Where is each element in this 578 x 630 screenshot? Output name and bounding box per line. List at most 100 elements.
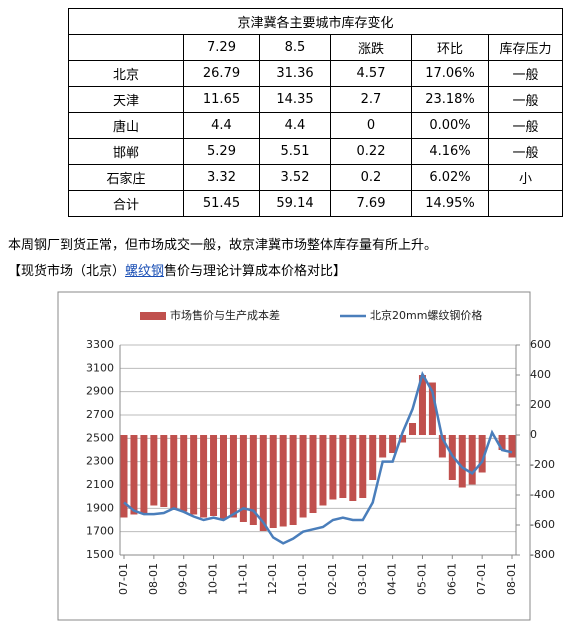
x-tick-label: 06-01 (445, 563, 458, 595)
x-tick-label: 03-01 (356, 563, 369, 595)
bar (349, 435, 357, 501)
y2-tick-label: 0 (530, 428, 537, 441)
table-cell: 0.00% (411, 112, 489, 139)
table-cell (488, 190, 563, 217)
table-cell: 8.5 (259, 34, 331, 61)
bar (339, 435, 347, 498)
table-cell: 14.35 (259, 86, 331, 113)
y2-tick-label: -400 (530, 488, 555, 501)
table-cell: 5.51 (259, 138, 331, 165)
bar (319, 435, 327, 506)
table-cell: 17.06% (411, 60, 489, 87)
y2-tick-label: -600 (530, 518, 555, 531)
bar (140, 435, 148, 513)
bar (269, 435, 277, 528)
x-tick-label: 02-01 (326, 563, 339, 595)
y-tick-label: 3100 (86, 361, 114, 374)
y-tick-label: 2300 (86, 455, 114, 468)
bar (498, 435, 506, 450)
bar (219, 435, 227, 519)
x-tick-label: 10-01 (207, 563, 220, 595)
bar (329, 435, 337, 500)
table-cell: 0.22 (330, 138, 412, 165)
table-cell: 小 (488, 164, 563, 191)
bar (190, 435, 198, 515)
heading-text: 售价与理论计算成本价格对比】 (164, 264, 347, 279)
x-tick-label: 12-01 (266, 563, 279, 595)
x-tick-label: 01-01 (296, 563, 309, 595)
bar (259, 435, 267, 531)
bar (359, 435, 367, 498)
paragraph: 本周钢厂到货正常，但市场成交一般，故京津冀市场整体库存量有所上升。 (8, 238, 438, 253)
legend-swatch (140, 312, 166, 320)
table-cell: 59.14 (259, 190, 331, 217)
y2-tick-label: 400 (530, 368, 551, 381)
bar (180, 435, 188, 512)
table-row: 北京 26.79 31.36 4.57 17.06% 一般 (68, 60, 563, 87)
bar (458, 435, 466, 488)
y-tick-label: 1500 (86, 548, 114, 561)
bar (369, 435, 377, 480)
x-tick-label: 07-01 (117, 563, 130, 595)
table-cell: 4.4 (259, 112, 331, 139)
inventory-table: 京津冀各主要城市库存变化 7.29 8.5 涨跌 环比 库存压力 北京 26.79 31.36 4… (68, 8, 563, 217)
y-tick-label: 3300 (86, 338, 114, 351)
bar (289, 435, 297, 525)
bar (309, 435, 317, 513)
y2-tick-label: 600 (530, 338, 551, 351)
x-tick-label: 08-01 (505, 563, 518, 595)
bar (389, 435, 397, 453)
table-cell (68, 34, 184, 61)
bar (409, 423, 417, 435)
bar (399, 435, 407, 443)
x-tick-label: 04-01 (386, 563, 399, 595)
bar (438, 435, 446, 458)
bar (160, 435, 168, 507)
bar (210, 435, 218, 516)
table-cell: 6.02% (411, 164, 489, 191)
bar (379, 435, 387, 458)
bar (200, 435, 208, 518)
y-tick-label: 1700 (86, 525, 114, 538)
x-tick-label: 08-01 (147, 563, 160, 595)
table-cell: 京津冀各主要城市库存变化 (68, 8, 563, 35)
table-cell: 4.16% (411, 138, 489, 165)
bar (170, 435, 178, 510)
bar (299, 435, 307, 518)
table-cell: 7.69 (330, 190, 412, 217)
bar (249, 435, 257, 525)
link[interactable]: 螺纹钢 (125, 264, 165, 279)
table-cell: 4.57 (330, 60, 412, 87)
legend-label: 市场售价与生产成本差 (170, 308, 280, 322)
bar (150, 435, 158, 506)
table-cell: 0.2 (330, 164, 412, 191)
heading: 【现货市场（北京）螺纹钢售价与理论计算成本价格对比】 (8, 260, 346, 279)
x-tick-label: 05-01 (415, 563, 428, 595)
bar (468, 435, 476, 485)
table-row: 合计 51.45 59.14 7.69 14.95% (68, 190, 563, 217)
bar (130, 435, 138, 515)
table-cell: 一般 (488, 86, 563, 113)
bar (508, 435, 516, 458)
table-cell: 石家庄 (68, 164, 184, 191)
y2-tick-label: 200 (530, 398, 551, 411)
table-cell: 14.95% (411, 190, 489, 217)
table-cell: 23.18% (411, 86, 489, 113)
bar (120, 435, 128, 518)
bar (428, 382, 436, 435)
y2-tick-label: -200 (530, 458, 555, 471)
y-tick-label: 2900 (86, 385, 114, 398)
table-cell: 库存压力 (488, 34, 563, 61)
bar (239, 435, 247, 522)
x-tick-label: 07-01 (475, 563, 488, 595)
table-row: 京津冀各主要城市库存变化 (68, 8, 563, 35)
bar (279, 435, 287, 527)
bar (229, 435, 237, 518)
bar (418, 375, 426, 435)
y-tick-label: 1900 (86, 501, 114, 514)
y-tick-label: 2100 (86, 478, 114, 491)
table-cell: 0 (330, 112, 412, 139)
bar (478, 435, 486, 473)
